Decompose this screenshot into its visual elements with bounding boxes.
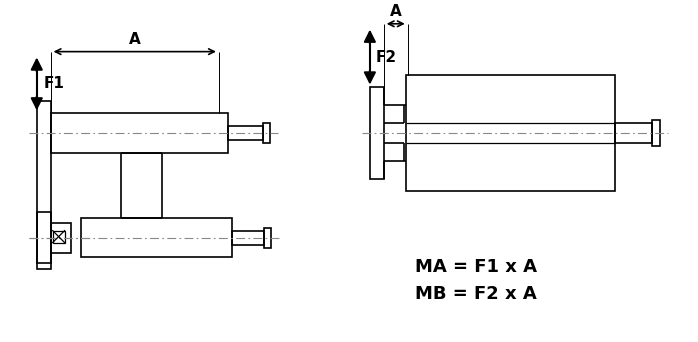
Bar	[370, 88, 384, 179]
Bar	[653, 120, 660, 146]
Bar	[265, 228, 272, 248]
Text: F2: F2	[376, 50, 397, 65]
Bar	[51, 223, 70, 252]
Text: F1: F1	[44, 77, 65, 91]
Bar	[37, 101, 51, 269]
Bar	[406, 76, 614, 191]
Bar	[232, 231, 265, 245]
Bar	[228, 126, 263, 140]
Bar	[614, 123, 653, 143]
Text: MB = F2 x A: MB = F2 x A	[415, 285, 536, 303]
Bar	[263, 123, 270, 143]
Text: MA = F1 x A: MA = F1 x A	[415, 259, 537, 276]
Text: A: A	[129, 32, 140, 47]
Bar	[80, 218, 232, 258]
Text: A: A	[390, 4, 401, 19]
Bar	[51, 113, 228, 153]
Bar	[37, 212, 51, 263]
Bar	[52, 231, 65, 242]
